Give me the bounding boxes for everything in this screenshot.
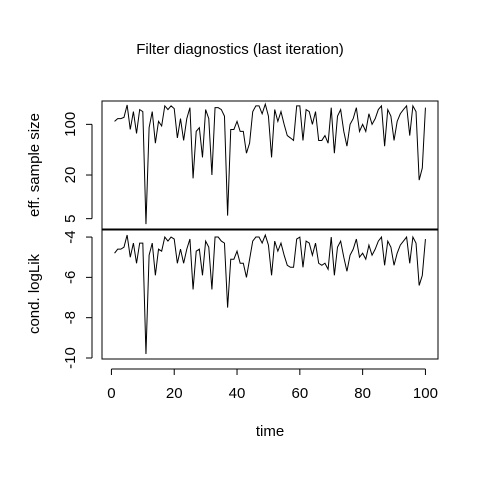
- top-series-line: [114, 102, 426, 225]
- x-tick-label: 60: [291, 385, 308, 402]
- bottom-series-line: [114, 233, 426, 354]
- bottom-panel-frame: [101, 229, 439, 360]
- top-y-tick-label: 20: [62, 167, 79, 184]
- top-panel-frame: [101, 100, 439, 230]
- top-panel-ylabel: eff. sample size: [26, 113, 43, 217]
- x-tick-label: 0: [107, 385, 115, 402]
- x-tick-label: 20: [166, 385, 183, 402]
- bottom-panel: -10 -8 -6 -4: [62, 230, 426, 369]
- top-y-tick-label: 100: [62, 112, 79, 137]
- top-y-tick-label: 5: [62, 214, 79, 222]
- chart-title: Filter diagnostics (last iteration): [136, 41, 344, 58]
- top-panel: 5 20 100: [62, 102, 426, 225]
- x-tick-label: 100: [413, 385, 438, 402]
- x-axis: 0 20 40 60 80 100: [107, 368, 438, 402]
- x-axis-label: time: [256, 423, 284, 440]
- bottom-y-tick-label: -10: [62, 347, 79, 369]
- bottom-y-tick-label: -4: [62, 230, 79, 243]
- bottom-y-tick-label: -8: [62, 311, 79, 324]
- x-tick-label: 80: [354, 385, 371, 402]
- bottom-panel-ylabel: cond. logLik: [26, 253, 43, 334]
- bottom-y-tick-label: -6: [62, 271, 79, 284]
- x-tick-label: 40: [229, 385, 246, 402]
